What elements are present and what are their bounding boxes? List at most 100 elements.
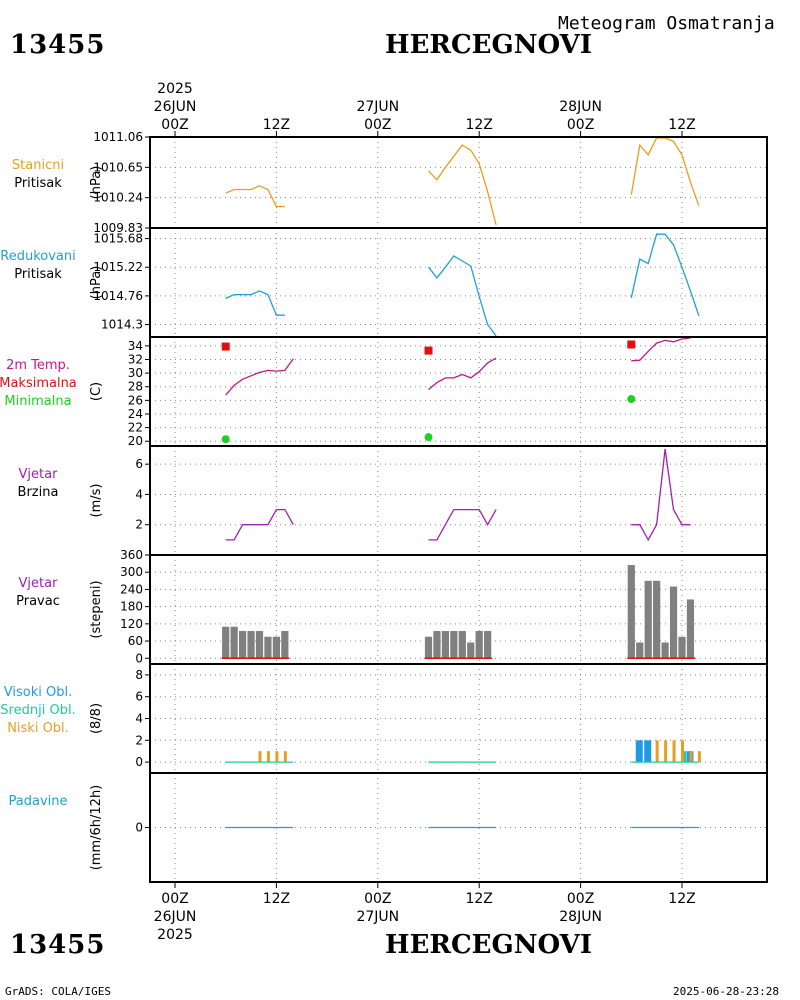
series-line-reduced_pressure-2 bbox=[630, 233, 700, 317]
wind-dir-bar-21 bbox=[669, 586, 678, 659]
ytick-label-temperature-7: 34 bbox=[128, 339, 143, 353]
station-name-top: HERCEGNOVI bbox=[385, 30, 592, 60]
panel-label-reduced_pressure-0: Redukovani bbox=[0, 249, 75, 264]
max-temp-marker-2 bbox=[627, 340, 636, 349]
wind-dir-bar-11 bbox=[450, 631, 458, 659]
wind-dir-bar-20 bbox=[661, 642, 669, 659]
ytick-label-wind_speed-2: 6 bbox=[135, 457, 143, 471]
top-time-label-4: 00Z bbox=[567, 117, 594, 133]
wind-dir-bar-2 bbox=[239, 631, 247, 659]
min-temp-marker-2 bbox=[627, 394, 636, 403]
ytick-label-station_pressure-2: 1010.65 bbox=[93, 160, 143, 174]
cloud-bar-2-8 bbox=[689, 751, 693, 763]
bottom-year-label: 2025 bbox=[157, 927, 193, 943]
wind-dir-bar-9 bbox=[433, 631, 441, 659]
wind-dir-bar-8 bbox=[424, 636, 433, 659]
ytick-label-wind_direction-0: 0 bbox=[135, 651, 143, 665]
ytick-label-clouds-4: 8 bbox=[135, 668, 143, 682]
panel-label-temperature-1: Maksimalna bbox=[0, 376, 77, 391]
cloud-bar-2-7 bbox=[681, 740, 684, 763]
ytick-label-clouds-3: 6 bbox=[135, 690, 143, 704]
top-time-label-2: 00Z bbox=[364, 117, 391, 133]
wind-dir-bar-18 bbox=[644, 580, 652, 659]
ytick-label-station_pressure-0: 1009.83 bbox=[93, 221, 143, 235]
panel-label-clouds-0: Visoki Obl. bbox=[4, 685, 72, 700]
min-temp-marker-1 bbox=[424, 433, 433, 442]
cloud-bar-0-0 bbox=[635, 740, 643, 763]
bottom-time-label-2: 00Z bbox=[364, 891, 391, 907]
ylabel-reduced_pressure: (hPa) bbox=[89, 266, 104, 300]
cloud-bar-2-1 bbox=[266, 751, 270, 763]
wind-dir-bar-3 bbox=[247, 631, 255, 659]
top-date-label-0: 26JUN bbox=[154, 99, 197, 115]
top-year-label: 2025 bbox=[157, 81, 193, 97]
grads-credit: GrADS: COLA/IGES bbox=[5, 985, 111, 998]
ytick-label-station_pressure-3: 1011.06 bbox=[93, 130, 143, 144]
panel-frame-wind_speed bbox=[149, 445, 768, 556]
wind-dir-bar-0 bbox=[222, 626, 230, 659]
ytick-label-wind_direction-3: 180 bbox=[120, 600, 143, 614]
ytick-label-temperature-1: 22 bbox=[128, 421, 143, 435]
series-line-wind_speed-2 bbox=[631, 448, 691, 542]
series-line-station_pressure-2 bbox=[630, 137, 700, 207]
station-id-bottom: 13455 bbox=[10, 930, 106, 960]
wind-dir-bar-17 bbox=[636, 642, 644, 659]
series-line-reduced_pressure-0 bbox=[225, 290, 285, 316]
cloud-bar-2-3 bbox=[283, 751, 287, 763]
panel-label-temperature-0: 2m Temp. bbox=[6, 358, 70, 373]
cloud-bar-2-4 bbox=[655, 740, 659, 763]
cloud-bar-2-5 bbox=[664, 740, 668, 763]
ylabel-clouds: (8/8) bbox=[89, 703, 104, 734]
wind-dir-bar-10 bbox=[441, 631, 449, 659]
ytick-label-wind_speed-1: 4 bbox=[135, 487, 143, 501]
ytick-label-wind_speed-0: 2 bbox=[135, 518, 143, 532]
ytick-label-clouds-1: 2 bbox=[135, 733, 143, 747]
series-line-temperature-1 bbox=[428, 357, 497, 391]
cloud-bar-2-9 bbox=[697, 751, 701, 763]
ytick-label-precipitation-0: 0 bbox=[135, 821, 143, 835]
panel-frame-precipitation bbox=[149, 772, 768, 883]
bottom-date-label-2: 27JUN bbox=[356, 909, 399, 925]
top-date-label-2: 27JUN bbox=[356, 99, 399, 115]
meteogram-subtitle: Meteogram Osmatranja bbox=[558, 13, 775, 34]
station-id-top: 13455 bbox=[10, 30, 106, 60]
ytick-label-wind_direction-1: 60 bbox=[128, 634, 143, 648]
ytick-label-reduced_pressure-3: 1015.68 bbox=[93, 232, 143, 246]
max-temp-marker-1 bbox=[424, 346, 433, 355]
ytick-label-temperature-2: 24 bbox=[128, 407, 143, 421]
ytick-label-temperature-5: 30 bbox=[128, 366, 143, 380]
wind-dir-bar-14 bbox=[475, 631, 483, 659]
series-line-reduced_pressure-1 bbox=[427, 255, 497, 337]
top-time-label-0: 00Z bbox=[161, 117, 188, 133]
panel-label-precipitation-0: Padavine bbox=[9, 794, 68, 809]
ytick-label-reduced_pressure-2: 1015.22 bbox=[93, 260, 143, 274]
bottom-time-label-4: 00Z bbox=[567, 891, 594, 907]
series-line-station_pressure-0 bbox=[225, 185, 285, 208]
bottom-time-label-0: 00Z bbox=[161, 891, 188, 907]
min-temp-marker-0 bbox=[221, 435, 230, 444]
top-time-label-1: 12Z bbox=[263, 117, 290, 133]
station-name-bottom: HERCEGNOVI bbox=[385, 930, 592, 960]
panel-label-clouds-1: Srednji Obl. bbox=[0, 703, 75, 718]
wind-dir-bar-1 bbox=[230, 626, 238, 659]
ytick-label-clouds-2: 4 bbox=[135, 712, 143, 726]
ytick-label-temperature-0: 20 bbox=[128, 434, 143, 448]
bottom-time-label-3: 12Z bbox=[465, 891, 492, 907]
panel-label-clouds-2: Niski Obl. bbox=[7, 721, 69, 736]
panel-label-wind_speed-0: Vjetar bbox=[19, 467, 59, 482]
ytick-label-station_pressure-1: 1010.24 bbox=[93, 191, 143, 205]
series-line-temperature-2 bbox=[631, 337, 691, 362]
ytick-label-wind_direction-2: 120 bbox=[120, 617, 143, 631]
series-line-temperature-0 bbox=[225, 358, 294, 396]
cloud-bar-2-0 bbox=[258, 751, 262, 763]
panel-frame-temperature bbox=[149, 336, 768, 447]
ylabel-precipitation: (mm/6h/12h) bbox=[89, 785, 104, 871]
cloud-bar-0-1 bbox=[644, 740, 652, 763]
ylabel-wind_direction: (stepeni) bbox=[89, 580, 104, 638]
panel-label-temperature-2: Minimalna bbox=[4, 394, 71, 409]
series-line-wind_speed-0 bbox=[225, 508, 294, 541]
top-time-label-3: 12Z bbox=[465, 117, 492, 133]
max-temp-marker-0 bbox=[221, 342, 230, 351]
